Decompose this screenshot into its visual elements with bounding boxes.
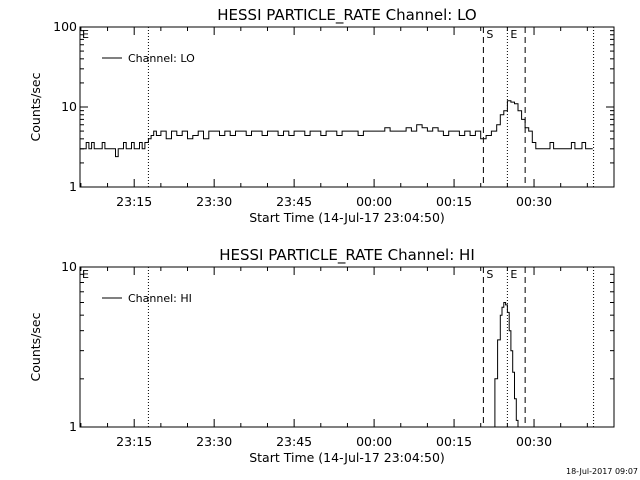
x-tick-label: 23:45 — [276, 194, 312, 209]
chart-title: HESSI PARTICLE_RATE Channel: HI — [219, 246, 475, 265]
x-tick-label: 23:15 — [116, 194, 152, 209]
y-axis-label: Counts/sec — [28, 72, 43, 141]
y-tick-label: 1 — [69, 419, 77, 434]
x-tick-label: 00:00 — [356, 194, 392, 209]
x-tick-label: 00:30 — [516, 194, 552, 209]
x-tick-label: 23:30 — [196, 194, 232, 209]
legend-label: Channel: HI — [128, 292, 192, 305]
marker-label: S — [486, 268, 493, 281]
series-line — [492, 302, 519, 428]
chart-hi: HESSI PARTICLE_RATE Channel: HI Start Tim… — [28, 246, 615, 465]
plot-frame — [79, 266, 615, 428]
x-tick-label: 23:45 — [276, 434, 312, 449]
series-line — [80, 100, 593, 158]
chart-title: HESSI PARTICLE_RATE Channel: LO — [217, 6, 476, 25]
y-tick-label: 10 — [61, 259, 77, 274]
plot-frame — [79, 26, 615, 188]
x-axis-label: Start Time (14-Jul-17 23:04:50) — [249, 450, 445, 465]
y-tick-label: 100 — [53, 19, 77, 34]
marker-label: E — [510, 28, 517, 41]
legend-label: Channel: LO — [128, 52, 195, 65]
x-tick-label: 00:00 — [356, 434, 392, 449]
y-axis-label: Counts/sec — [28, 312, 43, 381]
marker-label: E — [82, 28, 89, 41]
x-tick-label: 00:15 — [436, 194, 472, 209]
y-tick-label: 10 — [61, 99, 77, 114]
x-axis-label: Start Time (14-Jul-17 23:04:50) — [249, 210, 445, 225]
chart-lo: HESSI PARTICLE_RATE Channel: LO Start Tim… — [28, 6, 615, 225]
x-tick-label: 00:30 — [516, 434, 552, 449]
y-tick-label: 1 — [69, 179, 77, 194]
x-tick-label: 23:15 — [116, 434, 152, 449]
x-tick-label: 00:15 — [436, 434, 472, 449]
marker-label: S — [486, 28, 493, 41]
marker-label: E — [82, 268, 89, 281]
x-tick-label: 23:30 — [196, 434, 232, 449]
footer-timestamp: 18-Jul-2017 09:07 — [566, 467, 638, 476]
marker-label: E — [510, 268, 517, 281]
